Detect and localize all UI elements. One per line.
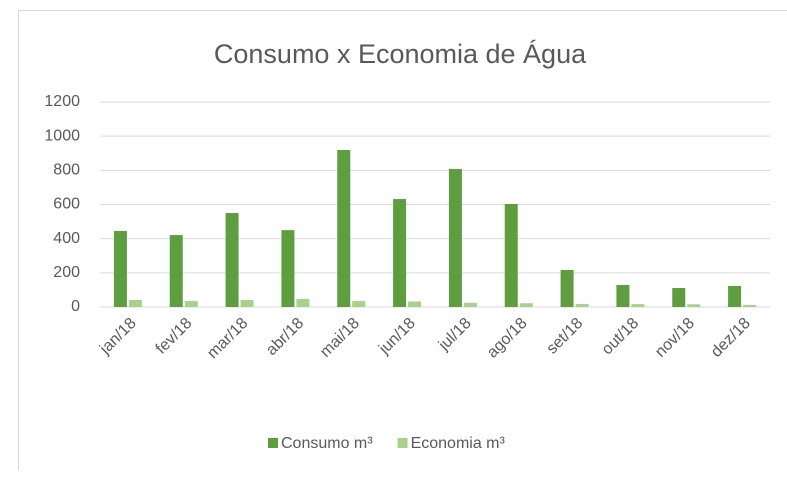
x-tick-label: mar/18: [204, 315, 251, 362]
x-tick-label: set/18: [544, 315, 587, 358]
x-tick-label: fev/18: [153, 315, 196, 358]
y-tick-label: 1200: [44, 93, 80, 110]
bar: [519, 303, 533, 307]
bar: [169, 235, 183, 307]
legend-label: Consumo m³: [281, 435, 373, 452]
legend-label: Economia m³: [411, 435, 506, 452]
chart-title: Consumo x Economia de Água: [214, 39, 587, 69]
bar: [113, 230, 127, 307]
x-tick-label: jun/18: [375, 315, 419, 359]
x-tick-label: mai/18: [317, 315, 363, 361]
x-tick-label: dez/18: [708, 315, 754, 361]
bar: [560, 269, 574, 307]
bar: [672, 288, 686, 307]
bar: [631, 304, 645, 307]
y-tick-label: 400: [53, 230, 80, 247]
bar: [225, 213, 239, 307]
bar: [296, 298, 310, 307]
x-tick-label: ago/18: [484, 315, 531, 362]
bar: [352, 301, 366, 307]
legend-swatch: [397, 438, 408, 448]
x-tick-label: jan/18: [96, 315, 140, 359]
x-tick-label: jul/18: [435, 315, 475, 355]
x-tick-label: nov/18: [652, 315, 698, 361]
bar: [728, 285, 742, 307]
bar: [743, 304, 757, 307]
bar: [616, 284, 630, 307]
bar: [448, 168, 462, 307]
bar: [184, 301, 198, 307]
bar: [281, 230, 295, 307]
bar: [504, 203, 518, 307]
y-tick-label: 600: [53, 196, 80, 213]
bar: [687, 304, 701, 307]
bar: [575, 303, 589, 307]
bar: [337, 150, 351, 307]
bar: [463, 302, 477, 307]
y-tick-label: 0: [71, 298, 80, 315]
bar: [240, 299, 254, 307]
y-tick-label: 200: [53, 264, 80, 281]
bar: [128, 299, 142, 307]
bar: [408, 301, 422, 307]
x-tick-label: abr/18: [263, 315, 307, 359]
y-tick-label: 800: [53, 162, 80, 179]
bar: [393, 199, 407, 307]
legend-swatch: [268, 438, 278, 448]
y-tick-label: 1000: [44, 127, 80, 144]
x-tick-label: out/18: [599, 315, 643, 359]
